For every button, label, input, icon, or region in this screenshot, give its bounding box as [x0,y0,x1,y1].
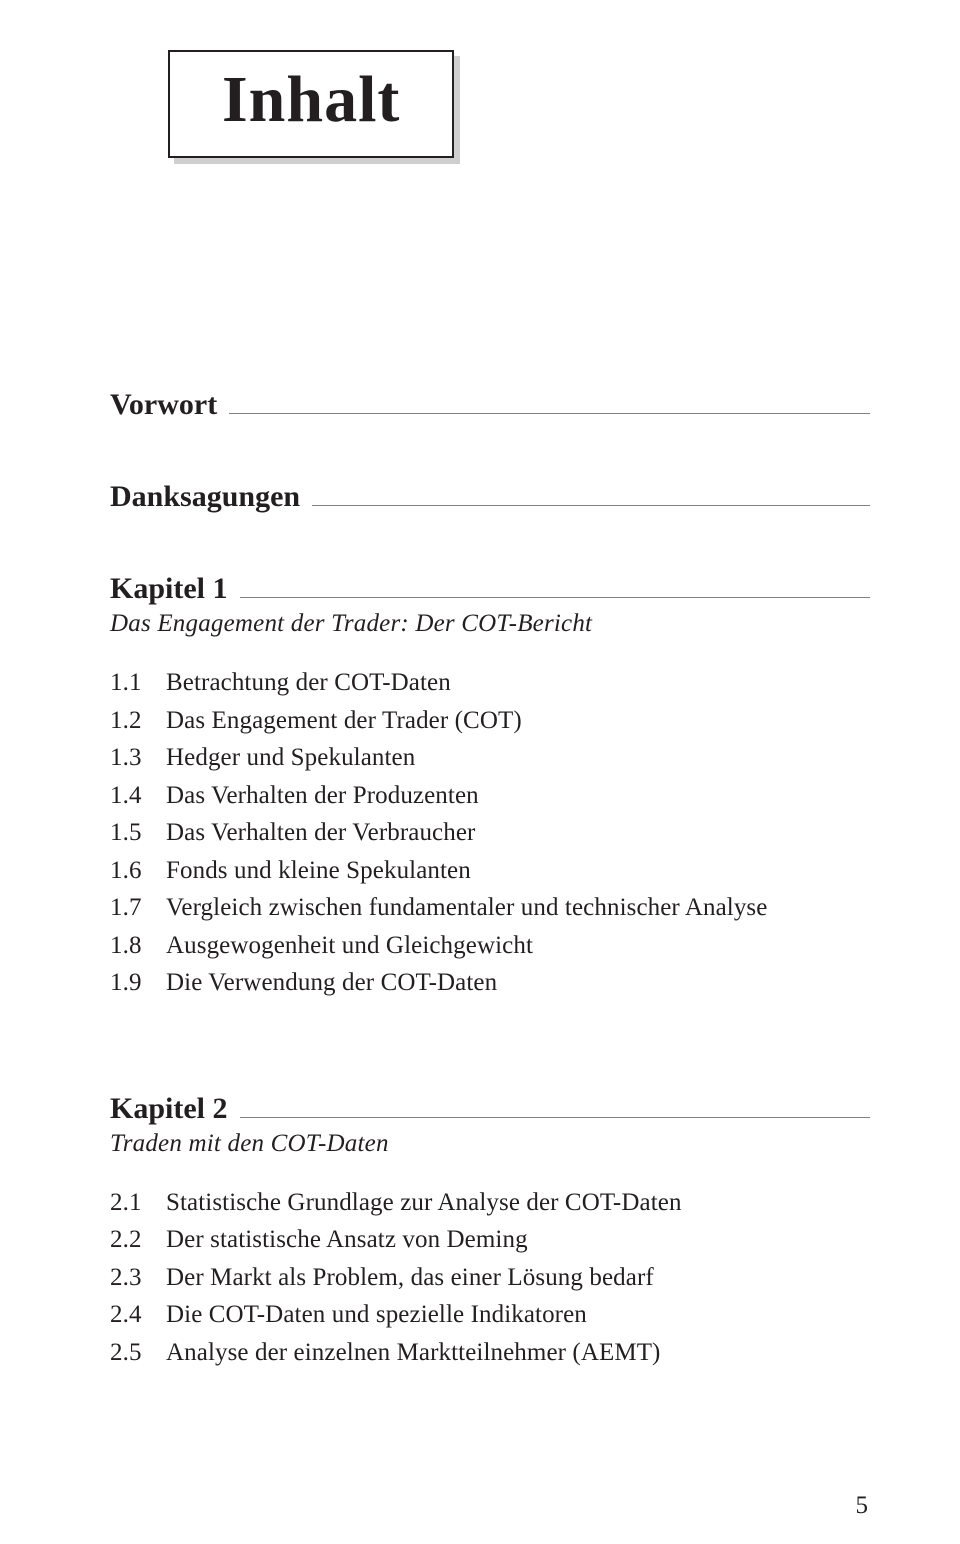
heading-row: Kapitel 2 [110,1092,870,1126]
heading-rule [240,1117,871,1118]
section-vorwort: Vorwort [110,388,870,422]
toc-num: 1.5 [110,814,166,852]
toc-text: Das Engagement der Trader (COT) [166,702,522,740]
heading-row: Kapitel 1 [110,572,870,606]
toc-num: 1.2 [110,702,166,740]
heading-rule [312,505,870,506]
title-box: Inhalt [168,50,454,158]
toc-list-chapter2: 2.1Statistische Grundlage zur Analyse de… [110,1184,870,1372]
heading-vorwort: Vorwort [110,388,217,422]
toc-text: Statistische Grundlage zur Analyse der C… [166,1184,682,1222]
toc-num: 2.1 [110,1184,166,1222]
heading-row: Danksagungen [110,480,870,514]
toc-row: 1.3Hedger und Spekulanten [110,739,870,777]
toc-text: Der statistische Ansatz von Deming [166,1221,528,1259]
heading-rule [240,597,871,598]
toc-text: Vergleich zwischen fundamentaler und tec… [166,889,767,927]
section-chapter1: Kapitel 1 Das Engagement der Trader: Der… [110,572,870,1002]
heading-row: Vorwort [110,388,870,422]
toc-num: 2.4 [110,1296,166,1334]
toc-row: 1.2Das Engagement der Trader (COT) [110,702,870,740]
toc-row: 1.8Ausgewogenheit und Gleichgewicht [110,927,870,965]
toc-num: 1.9 [110,964,166,1002]
toc-num: 1.8 [110,927,166,965]
page-number: 5 [856,1492,869,1520]
toc-text: Das Verhalten der Produzenten [166,777,479,815]
toc-num: 1.7 [110,889,166,927]
toc-row: 1.4Das Verhalten der Produzenten [110,777,870,815]
section-danksagungen: Danksagungen [110,480,870,514]
subtitle-chapter2: Traden mit den COT-Daten [110,1130,870,1158]
toc-row: 2.1Statistische Grundlage zur Analyse de… [110,1184,870,1222]
toc-text: Der Markt als Problem, das einer Lösung … [166,1259,654,1297]
heading-rule [229,413,870,414]
toc-num: 1.3 [110,739,166,777]
toc-num: 1.4 [110,777,166,815]
toc-row: 1.9Die Verwendung der COT-Daten [110,964,870,1002]
toc-text: Die Verwendung der COT-Daten [166,964,497,1002]
toc-text: Analyse der einzelnen Marktteilnehmer (A… [166,1334,661,1372]
toc-num: 2.5 [110,1334,166,1372]
toc-text: Die COT-Daten und spezielle Indikatoren [166,1296,587,1334]
toc-num: 2.2 [110,1221,166,1259]
toc-text: Betrachtung der COT-Daten [166,664,451,702]
title-container: Inhalt [168,50,454,158]
heading-chapter2: Kapitel 2 [110,1092,228,1126]
toc-text: Ausgewogenheit und Gleichgewicht [166,927,533,965]
toc-row: 1.6Fonds und kleine Spekulanten [110,852,870,890]
toc-row: 1.5Das Verhalten der Verbraucher [110,814,870,852]
toc-list-chapter1: 1.1Betrachtung der COT-Daten 1.2Das Enga… [110,664,870,1002]
page-title: Inhalt [222,62,400,138]
toc-num: 2.3 [110,1259,166,1297]
toc-row: 1.1Betrachtung der COT-Daten [110,664,870,702]
heading-chapter1: Kapitel 1 [110,572,228,606]
toc-row: 2.2Der statistische Ansatz von Deming [110,1221,870,1259]
heading-danksagungen: Danksagungen [110,480,300,514]
toc-text: Das Verhalten der Verbraucher [166,814,475,852]
subtitle-chapter1: Das Engagement der Trader: Der COT-Beric… [110,610,870,638]
toc-num: 1.1 [110,664,166,702]
toc-row: 1.7Vergleich zwischen fundamentaler und … [110,889,870,927]
toc-num: 1.6 [110,852,166,890]
section-chapter2: Kapitel 2 Traden mit den COT-Daten 2.1St… [110,1092,870,1372]
toc-row: 2.5Analyse der einzelnen Marktteilnehmer… [110,1334,870,1372]
toc-text: Hedger und Spekulanten [166,739,415,777]
toc-row: 2.3Der Markt als Problem, das einer Lösu… [110,1259,870,1297]
toc-row: 2.4Die COT-Daten und spezielle Indikator… [110,1296,870,1334]
toc-text: Fonds und kleine Spekulanten [166,852,471,890]
